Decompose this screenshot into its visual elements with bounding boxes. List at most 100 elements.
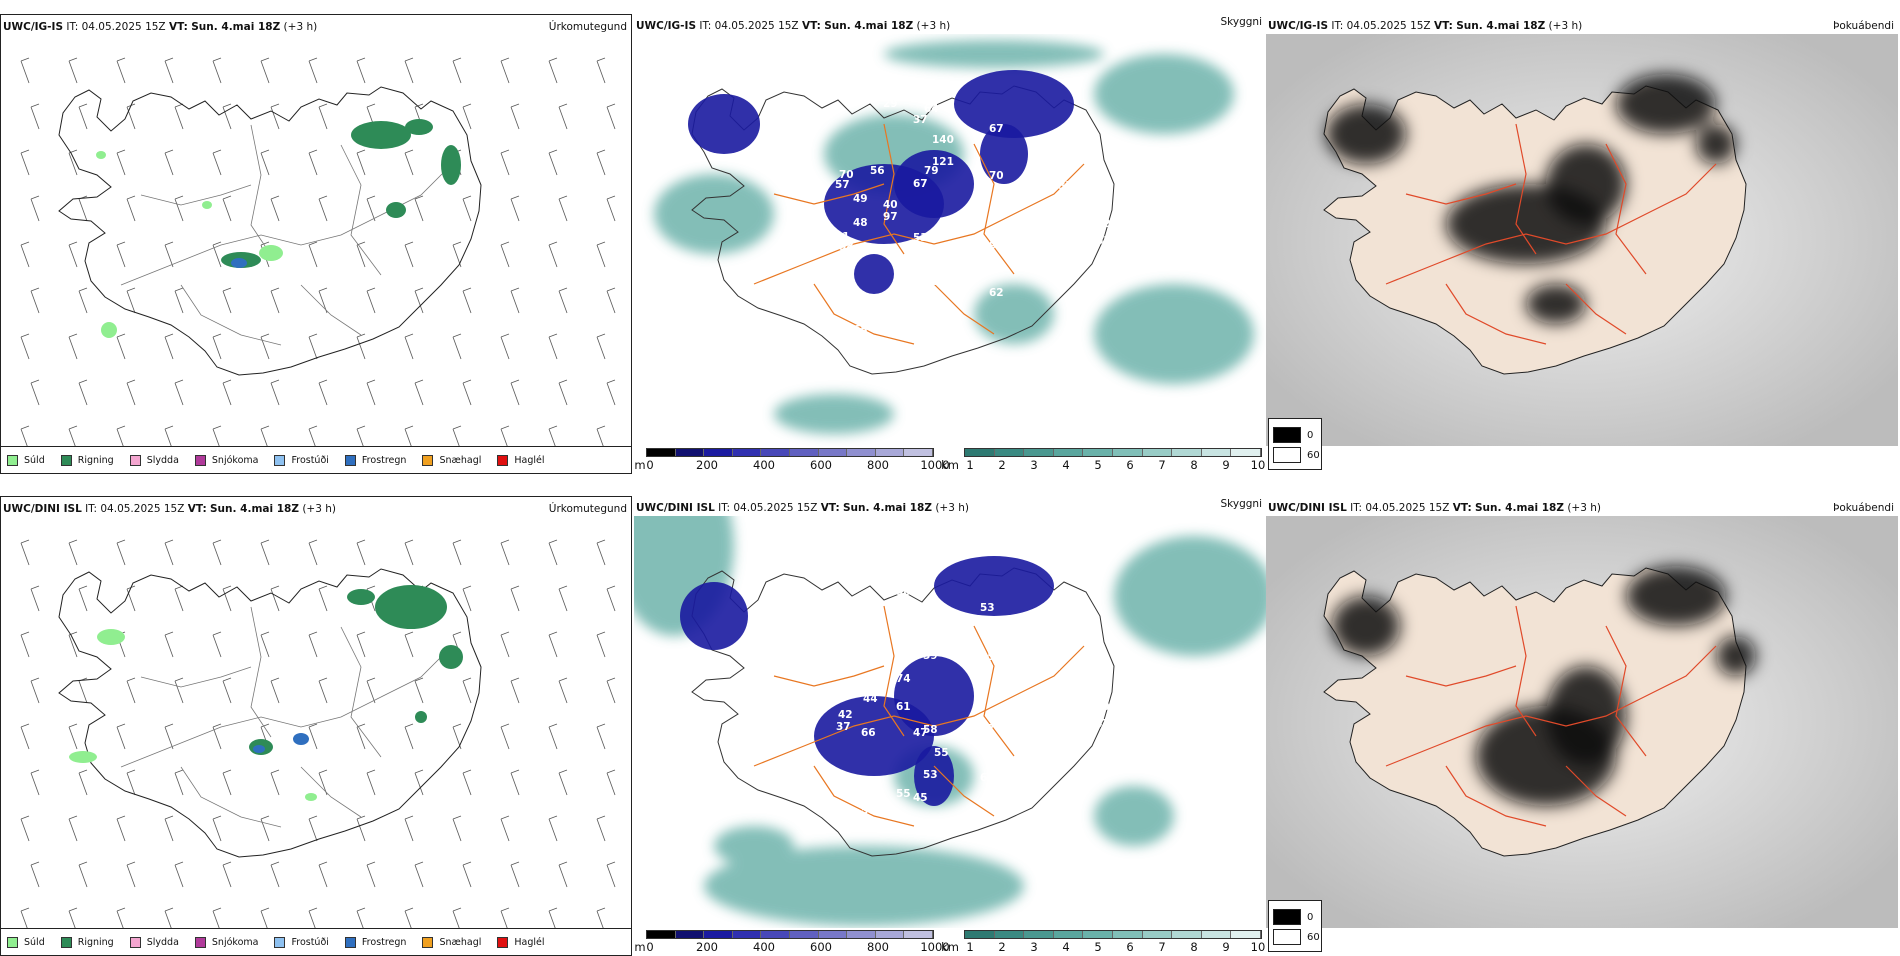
cloud-base-label: 60 xyxy=(980,772,995,784)
low-cloud-area xyxy=(854,254,894,294)
cloud-base-label: 137 xyxy=(1051,180,1073,192)
road xyxy=(933,765,995,817)
panel-header: UWC/IG-IS IT: 04.05.2025 15Z VT: Sun. 4.… xyxy=(636,20,950,32)
colorbar-tick: 4 xyxy=(1062,458,1070,472)
cloud-base-label: 160 xyxy=(923,605,945,617)
road xyxy=(813,283,915,345)
cloud-base-label: 76 xyxy=(924,307,939,319)
low-cloud-area xyxy=(934,556,1054,616)
colorbar-tick: 0 xyxy=(646,940,654,954)
fog-area xyxy=(1696,124,1736,164)
cloud-base-label: 53 xyxy=(980,602,995,614)
precip-area xyxy=(101,322,117,338)
road xyxy=(1515,605,1537,737)
cloud-base-label: 38 xyxy=(1096,192,1111,204)
colorbar-tick: 5 xyxy=(1094,940,1102,954)
lead-time: (+3 h) xyxy=(1548,20,1583,32)
legend-label: Súld xyxy=(24,454,45,466)
precip-area xyxy=(97,629,125,645)
low-cloud-area xyxy=(894,656,974,736)
cloud-base-label: 58 xyxy=(896,586,911,598)
precip-legend-item: Rigning xyxy=(60,936,114,948)
init-time-label: IT: xyxy=(699,20,712,32)
road xyxy=(120,164,452,286)
cloud-base-label: 50 xyxy=(861,805,876,817)
legend-swatch xyxy=(422,936,434,948)
cloud-base-label: 35 xyxy=(835,329,850,341)
coastline xyxy=(691,567,1115,857)
road xyxy=(300,766,362,818)
cloud-base-label: 47 xyxy=(980,723,995,735)
legend-label: Snjókoma xyxy=(211,454,259,466)
fog-area xyxy=(1546,666,1626,766)
road xyxy=(180,766,282,828)
cloud-base-label: 84 xyxy=(838,564,853,576)
road xyxy=(1385,645,1717,767)
colorbar-tick: 200 xyxy=(696,458,718,472)
cloud-base-label: 62 xyxy=(989,287,1004,299)
lead-time: (+3 h) xyxy=(916,20,951,32)
colorbar-tick: 5 xyxy=(1094,458,1102,472)
legend-swatch xyxy=(497,454,509,466)
cloud-base-label: 67 xyxy=(913,178,928,190)
cloud-base-label: 45 xyxy=(1046,627,1061,639)
legend-label: Frostúði xyxy=(291,454,329,466)
cloud-base-label: 11 xyxy=(1095,656,1110,668)
cloud-base-label: 140 xyxy=(932,134,954,146)
init-time-value: 04.05.2025 15Z xyxy=(733,502,818,514)
model-name: UWC/IG-IS xyxy=(636,20,697,32)
cloud-base-label: 56 xyxy=(913,296,928,308)
low-cloud-area xyxy=(894,150,974,218)
legend-swatch xyxy=(497,936,509,948)
precip-legend-item: Slydda xyxy=(129,454,179,466)
legend-label: Haglél xyxy=(514,936,545,948)
visibility-map: 58 47 50 60 45 50 65 15 10 55 53 55 58 61 51 67 54 62 63 35… xyxy=(634,496,1266,928)
cloud-base-label: 984 xyxy=(1051,147,1073,159)
valid-time-label: VT: xyxy=(187,503,207,515)
model-name: UWC/IG-IS xyxy=(3,21,64,33)
coastline xyxy=(58,86,482,376)
precip-map xyxy=(1,517,631,934)
fog-area xyxy=(1616,74,1716,134)
precip-type-panel: UWC/IG-IS IT: 04.05.2025 15Z VT: Sun. 4.… xyxy=(0,14,632,474)
cloud-base-label: 65 xyxy=(863,572,878,584)
precip-area xyxy=(386,202,406,218)
legend-swatch xyxy=(274,936,286,948)
cloud-base-label: 70 xyxy=(839,169,854,181)
cloud-base-label: 40 xyxy=(1095,701,1110,713)
legend-swatch xyxy=(344,454,356,466)
cloud-base-label: 67 xyxy=(838,665,853,677)
precip-legend-item: Snjókoma xyxy=(194,454,259,466)
road xyxy=(773,665,885,687)
precip-legend-item: Frostregn xyxy=(344,936,406,948)
init-time-label: IT: xyxy=(1350,502,1363,514)
colorbar-tick: 1 xyxy=(966,940,974,954)
cloud-base-label: 48 xyxy=(853,217,868,229)
valid-time-label: VT: xyxy=(801,20,821,32)
visibility-map: 288 65 44 62 76 101 30 35 65 89 56 51 51 53 97 49 57 70 56… xyxy=(634,34,1266,446)
colorbar-unit: m xyxy=(634,458,646,472)
precip-legend-item: Snæhagl xyxy=(422,454,481,466)
road xyxy=(1385,163,1717,285)
legend-swatch xyxy=(129,454,141,466)
legend-swatch xyxy=(1273,447,1301,463)
cloud-base-label: 65 xyxy=(836,812,851,824)
legend-swatch xyxy=(60,454,72,466)
road xyxy=(973,625,1015,757)
cloud-base-label: 72 xyxy=(870,89,885,101)
panel-header: UWC/IG-IS IT: 04.05.2025 15Z VT: Sun. 4.… xyxy=(1268,20,1582,32)
valid-time-label: VT: xyxy=(1452,502,1472,514)
legend-label: Rigning xyxy=(77,454,114,466)
legend-label: Slydda xyxy=(146,936,179,948)
legend-label: Súld xyxy=(24,936,45,948)
cloud-base-label: 44 xyxy=(863,693,878,705)
road xyxy=(753,645,1085,767)
precip-area xyxy=(405,119,433,135)
precip-legend: Súld Rigning Slydda Snjókoma Frostúði Frostre… xyxy=(1,928,631,955)
precip-area xyxy=(293,733,309,745)
valid-time-label: VT: xyxy=(1433,20,1453,32)
colorbar-tick: 9 xyxy=(1222,458,1230,472)
cloud-base-label: 69 xyxy=(861,569,876,581)
cloud-base-label: 47 xyxy=(913,727,928,739)
cloud-base-label: 47 xyxy=(1113,205,1128,217)
